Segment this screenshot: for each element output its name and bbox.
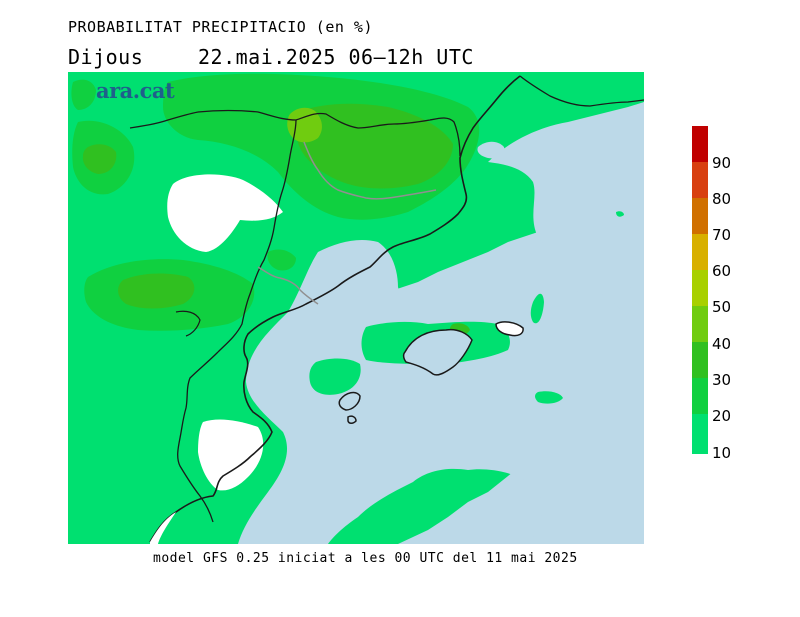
sea-open [238,240,644,544]
model-info-footer: model GFS 0.25 iniciat a les 00 UTC del … [153,551,578,566]
chart-title: PROBABILITAT PRECIPITACIO (en %) [68,18,373,36]
no-data-southwest-land [150,512,176,544]
river-ebro [257,266,319,305]
legend-label-80: 80 [712,190,732,208]
legend-swatch-80-90 [692,162,708,198]
legend-label-30: 30 [712,371,732,389]
prob-20-30-lower [71,79,96,110]
ara-cat-logo: ara.cat [96,78,175,103]
mallorca-island [402,328,473,376]
no-data-inland [167,174,283,252]
prob-10-20-cell-b [530,293,544,324]
prob-30-40-north [295,103,453,189]
legend-swatch-90-100 [692,126,708,162]
navarra-border [175,310,201,337]
precipitation-probability-map [68,72,644,544]
legend-label-60: 60 [712,262,732,280]
sea-small-bay [477,141,505,159]
coastline [149,75,521,543]
prob-10-20-cell-a [309,358,361,395]
france-border [519,75,644,107]
legend-label-90: 90 [712,154,732,172]
prob-40-50-peak [287,107,322,143]
prob-10-20-cell-c [535,391,563,404]
valencia-border [177,351,219,523]
river-segre [303,141,437,200]
legend-swatch-70-80 [692,198,708,234]
legend-swatch-30-40 [692,342,708,378]
prob-30-40-southwest [118,273,195,309]
forecast-day: Dijous [68,45,144,69]
forecast-period: 22.mai.2025 06–12h UTC [198,45,474,69]
legend-label-40: 40 [712,335,732,353]
legend-swatch-20-30 [692,378,708,414]
sea-north-gulf [488,102,644,292]
legend-label-50: 50 [712,298,732,316]
legend-label-20: 20 [712,407,732,425]
legend-label-10: 10 [712,444,732,462]
legend-label-70: 70 [712,226,732,244]
prob-20-30-coastal [267,249,296,271]
legend-swatch-40-50 [692,306,708,342]
menorca-island [495,321,524,337]
formentera-island [347,415,357,424]
legend-swatch-50-60 [692,270,708,306]
no-data-coast [198,419,264,491]
ibiza-island [338,391,361,411]
aragon-border [217,119,297,353]
legend-swatch-10-20 [692,414,708,454]
pyrenees-border [129,111,199,129]
prob-30-40-west [82,144,117,174]
legend-swatch-60-70 [692,234,708,270]
catalonia-border [197,109,461,157]
prob-10-20-cell-d [616,211,624,217]
